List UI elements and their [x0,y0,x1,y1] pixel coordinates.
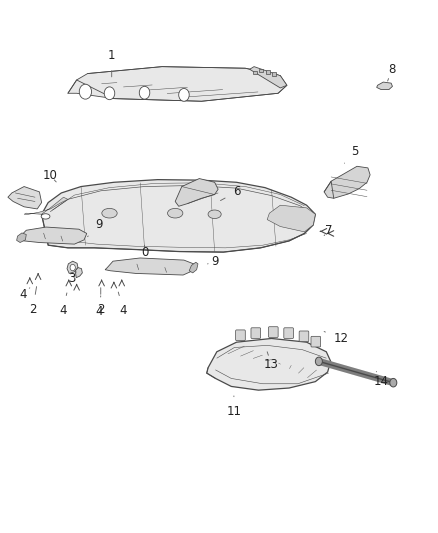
Text: 3: 3 [69,272,76,285]
Text: 0: 0 [141,245,148,259]
Polygon shape [267,205,315,232]
Polygon shape [67,261,78,273]
Ellipse shape [208,210,221,219]
Ellipse shape [168,208,183,218]
Text: 7: 7 [324,224,332,237]
Text: 9: 9 [208,255,219,268]
FancyBboxPatch shape [236,330,245,341]
Circle shape [70,264,75,271]
Text: 1: 1 [108,50,116,77]
Circle shape [179,88,189,101]
Polygon shape [18,227,87,244]
Bar [272,72,276,76]
Text: 10: 10 [43,169,58,182]
Text: 2: 2 [97,288,105,316]
Text: 2: 2 [29,287,37,316]
Polygon shape [250,67,287,88]
Text: 4: 4 [59,293,67,317]
FancyBboxPatch shape [311,336,321,347]
FancyBboxPatch shape [299,331,309,342]
Bar [259,69,263,72]
Circle shape [315,357,322,366]
Polygon shape [68,67,287,101]
Circle shape [79,84,92,99]
Text: 13: 13 [264,352,279,371]
FancyBboxPatch shape [284,328,293,338]
Polygon shape [377,82,392,90]
Polygon shape [207,338,331,390]
Polygon shape [75,268,82,278]
Ellipse shape [102,208,117,218]
Text: 8: 8 [388,63,396,81]
Circle shape [390,378,397,387]
Text: 6: 6 [220,185,240,200]
Polygon shape [175,179,218,206]
Polygon shape [105,258,195,275]
Text: 12: 12 [324,332,348,345]
Polygon shape [324,166,370,198]
Text: 11: 11 [226,396,241,418]
Bar [266,70,270,74]
Polygon shape [189,262,198,273]
Text: 4: 4 [118,292,127,317]
Polygon shape [8,187,42,209]
Text: 4: 4 [19,288,30,301]
Text: 4: 4 [95,296,103,318]
Text: 5: 5 [344,146,358,163]
Polygon shape [42,180,315,252]
Text: 14: 14 [374,372,389,387]
Circle shape [139,86,150,99]
FancyBboxPatch shape [251,328,261,338]
Polygon shape [24,197,68,214]
FancyBboxPatch shape [268,327,278,337]
Polygon shape [17,233,26,243]
Bar [253,71,257,74]
Circle shape [104,87,115,100]
Text: 9: 9 [88,219,102,237]
Ellipse shape [41,214,50,219]
